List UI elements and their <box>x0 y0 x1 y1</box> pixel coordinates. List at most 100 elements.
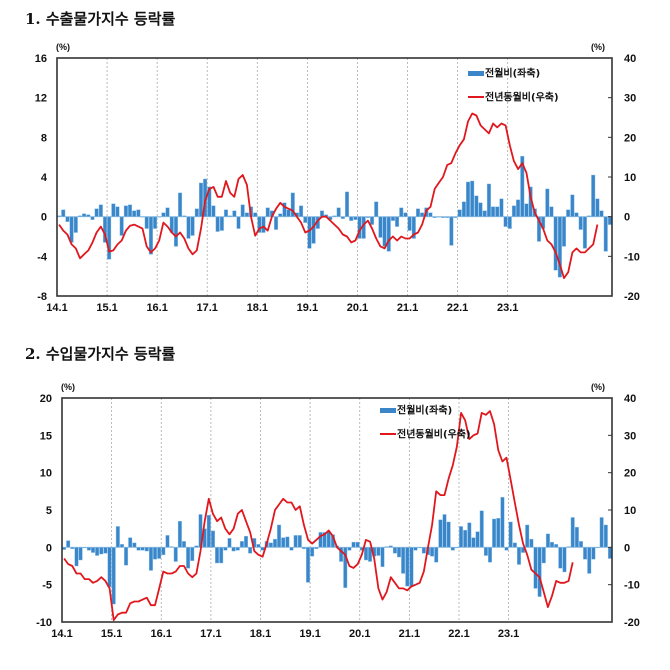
chart-2-bar-98 <box>467 522 472 548</box>
chart-2-bar-22 <box>153 547 158 560</box>
chart-2-bar-18 <box>136 547 141 551</box>
chart-2-bar-92 <box>442 514 447 548</box>
chart-2-bar-100 <box>475 531 480 548</box>
chart-2-bar-119 <box>554 544 559 548</box>
chart-1-bar-59 <box>303 216 308 223</box>
chart-2-bar-12 <box>111 547 116 605</box>
chart-2-bar-114 <box>533 547 538 589</box>
chart-2-right-tick-label: -20 <box>624 617 640 629</box>
chart-2-right-tick-label: 0 <box>624 542 630 554</box>
chart-1-bar-98 <box>466 181 471 217</box>
chart-1-right-tick-label: 20 <box>624 132 636 144</box>
chart-2-right-tick-label: 10 <box>624 505 636 517</box>
chart-1-x-tick-label: 14.1 <box>46 302 67 314</box>
chart-1-bar-112 <box>524 203 529 217</box>
chart-2-bar-127 <box>587 547 592 574</box>
chart-2-bar-25 <box>165 535 170 548</box>
chart-1-x-tick-label: 22.1 <box>447 302 468 314</box>
chart-2-bar-109 <box>512 542 517 548</box>
chart-1-bar-126 <box>582 216 587 249</box>
chart-2-bar-44 <box>244 535 248 548</box>
chart-2-bar-87 <box>421 547 426 554</box>
chart-1-bar-4 <box>73 216 78 233</box>
chart-1-right-tick-label: -20 <box>624 291 640 303</box>
chart-1-right-tick-label: 10 <box>624 172 636 184</box>
chart-2-bar-4 <box>78 547 83 561</box>
chart-2-bar-115 <box>537 547 542 597</box>
chart-1-bar-2 <box>65 216 70 222</box>
chart-2-bar-94 <box>450 547 455 551</box>
chart-1-bar-96 <box>457 209 462 217</box>
chart-2-bar-89 <box>430 547 435 557</box>
chart-2-right-tick-label: -10 <box>624 580 640 592</box>
chart-1-bar-132 <box>607 216 612 225</box>
chart-2-bar-43 <box>239 541 244 548</box>
chart-2-bar-35 <box>206 515 211 548</box>
chart-2-left-tick-label: -5 <box>42 580 52 592</box>
chart-2-x-tick-label: 22.1 <box>448 628 469 640</box>
chart-2-bar-130 <box>599 517 604 548</box>
chart-2-right-tick-label: 20 <box>624 468 636 480</box>
chart-1-bar-18 <box>132 210 137 217</box>
chart-2-legend-bar-label: 전월비(좌축) <box>397 404 452 417</box>
chart-1-bar-101 <box>478 202 483 217</box>
chart-1-legend-bar-label: 전월비(좌축) <box>485 67 540 80</box>
chart-2-left-tick-label: 5 <box>46 505 52 517</box>
chart-1-bar-84 <box>407 216 412 231</box>
chart-2-bar-7 <box>91 547 95 553</box>
chart-2-bar-51 <box>273 538 277 548</box>
chart-2-bar-101 <box>479 510 484 548</box>
chart-2-x-tick-label: 15.1 <box>101 628 122 640</box>
chart-1-bar-130 <box>599 210 604 217</box>
chart-2-x-tick-label: 19.1 <box>299 628 320 640</box>
chart-2-bar-108 <box>508 521 513 548</box>
chart-1-right-tick-label: 0 <box>624 212 630 224</box>
chart-1-bar-69 <box>345 191 350 217</box>
chart-2-bar-125 <box>579 541 583 548</box>
chart-2-bar-9 <box>99 547 104 555</box>
chart-1-bar-22 <box>148 216 153 255</box>
chart-2-bar-53 <box>281 537 286 548</box>
chart-1-bar-37 <box>211 205 216 217</box>
chart-2-legend-line-label: 전년동월비(우축) <box>397 428 471 441</box>
chart-2-bar-41 <box>231 547 236 552</box>
chart-2-bar-28 <box>177 521 182 548</box>
chart-2-bar-52 <box>277 524 282 548</box>
chart-2-bar-77 <box>380 547 385 567</box>
chart-1-bar-44 <box>240 204 245 217</box>
chart-2-x-tick-label: 23.1 <box>498 628 519 640</box>
chart-1-bar-17 <box>128 204 133 217</box>
chart-1-bar-32 <box>190 216 195 236</box>
chart-1-bar-118 <box>549 206 554 217</box>
chart-2-bar-121 <box>562 547 567 573</box>
chart-2-bar-126 <box>583 547 588 560</box>
chart-1-line-series <box>58 112 599 280</box>
chart-2-bar-118 <box>550 541 555 548</box>
chart-1-bar-16 <box>123 205 128 217</box>
chart-2-bar-38 <box>219 547 224 564</box>
chart-1-bar-9 <box>94 208 99 217</box>
chart-2-bar-81 <box>397 547 401 558</box>
chart-1-x-tick-label: 23.1 <box>497 302 518 314</box>
chart-1-bar-52 <box>274 216 279 230</box>
chart-2-bar-120 <box>558 547 563 569</box>
chart-2-bar-11 <box>107 547 112 588</box>
chart-1-bar-38 <box>215 216 220 232</box>
chart-1-bar-106 <box>499 198 504 217</box>
chart-1-bar-124 <box>574 212 579 217</box>
chart-2-bar-96 <box>459 526 464 548</box>
chart-1-bar-6 <box>82 213 87 217</box>
chart-1-bar-131 <box>603 216 608 252</box>
chart-2-bar-102 <box>483 547 488 556</box>
chart-2-bar-40 <box>227 538 232 548</box>
chart-2-bar-80 <box>392 547 397 554</box>
chart-2-bar-128 <box>591 547 596 560</box>
chart-2-bar-14 <box>119 544 124 548</box>
chart-1-title: 1. 수출물가지수 등락률 <box>25 10 176 28</box>
chart-2-bar-107 <box>504 547 509 551</box>
chart-2-bar-71 <box>355 541 360 548</box>
chart-2-bar-21 <box>148 547 153 571</box>
chart-1-bar-1 <box>61 209 66 217</box>
chart-1-bar-34 <box>198 182 203 217</box>
